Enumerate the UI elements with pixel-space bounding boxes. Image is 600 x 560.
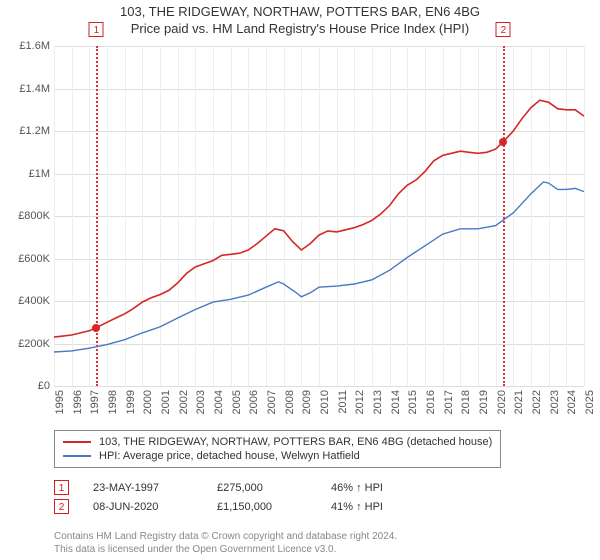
y-tick-label: £200K bbox=[0, 338, 50, 350]
x-tick-label: 2007 bbox=[266, 390, 278, 414]
x-tick-label: 2015 bbox=[407, 390, 419, 414]
legend-label: HPI: Average price, detached house, Welw… bbox=[99, 450, 360, 462]
x-tick-label: 2022 bbox=[531, 390, 543, 414]
y-tick-label: £1.4M bbox=[0, 83, 50, 95]
x-tick-label: 1996 bbox=[72, 390, 84, 414]
transaction-pct: 41% ↑ HPI bbox=[331, 501, 431, 513]
transaction-table: 1 23-MAY-1997 £275,000 46% ↑ HPI 2 08-JUN-202… bbox=[54, 478, 431, 516]
y-tick-label: £400K bbox=[0, 295, 50, 307]
transaction-row: 1 23-MAY-1997 £275,000 46% ↑ HPI bbox=[54, 478, 431, 497]
x-tick-label: 2001 bbox=[160, 390, 172, 414]
y-tick-label: £0 bbox=[0, 380, 50, 392]
legend-row: HPI: Average price, detached house, Welw… bbox=[63, 449, 492, 463]
x-tick-label: 2017 bbox=[443, 390, 455, 414]
x-tick-label: 2002 bbox=[178, 390, 190, 414]
x-tick-label: 2008 bbox=[284, 390, 296, 414]
x-tick-label: 2020 bbox=[496, 390, 508, 414]
x-tick-label: 2006 bbox=[248, 390, 260, 414]
x-tick-label: 2004 bbox=[213, 390, 225, 414]
x-tick-label: 1999 bbox=[125, 390, 137, 414]
transaction-date: 23-MAY-1997 bbox=[93, 482, 193, 494]
plot-area: £0£200K£400K£600K£800K£1M£1.2M£1.4M£1.6M… bbox=[54, 46, 584, 386]
footer-attribution: Contains HM Land Registry data © Crown c… bbox=[54, 530, 397, 556]
x-tick-label: 1998 bbox=[107, 390, 119, 414]
x-tick-label: 1995 bbox=[54, 390, 66, 414]
legend: 103, THE RIDGEWAY, NORTHAW, POTTERS BAR,… bbox=[54, 430, 501, 468]
y-tick-label: £1M bbox=[0, 168, 50, 180]
transaction-pct: 46% ↑ HPI bbox=[331, 482, 431, 494]
transaction-price: £275,000 bbox=[217, 482, 307, 494]
x-tick-label: 2003 bbox=[195, 390, 207, 414]
x-tick-label: 2013 bbox=[372, 390, 384, 414]
x-tick-label: 2005 bbox=[231, 390, 243, 414]
footer-line-1: Contains HM Land Registry data © Crown c… bbox=[54, 530, 397, 543]
x-tick-label: 2025 bbox=[584, 390, 596, 414]
transaction-date: 08-JUN-2020 bbox=[93, 501, 193, 513]
x-tick-label: 2023 bbox=[549, 390, 561, 414]
x-tick-label: 2021 bbox=[513, 390, 525, 414]
event-badge-1: 1 bbox=[89, 22, 104, 37]
x-tick-label: 2010 bbox=[319, 390, 331, 414]
x-tick-label: 1997 bbox=[89, 390, 101, 414]
y-tick-label: £1.2M bbox=[0, 125, 50, 137]
series-hpi bbox=[54, 182, 584, 352]
y-tick-label: £800K bbox=[0, 210, 50, 222]
x-tick-label: 2018 bbox=[460, 390, 472, 414]
x-tick-label: 2000 bbox=[142, 390, 154, 414]
x-tick-label: 2011 bbox=[337, 390, 349, 414]
gridline-v bbox=[584, 46, 585, 386]
transaction-price: £1,150,000 bbox=[217, 501, 307, 513]
legend-label: 103, THE RIDGEWAY, NORTHAW, POTTERS BAR,… bbox=[99, 436, 492, 448]
chart-title: 103, THE RIDGEWAY, NORTHAW, POTTERS BAR,… bbox=[0, 4, 600, 19]
x-tick-label: 2024 bbox=[566, 390, 578, 414]
footer-line-2: This data is licensed under the Open Gov… bbox=[54, 543, 397, 556]
transaction-badge: 1 bbox=[54, 480, 69, 495]
x-tick-label: 2012 bbox=[354, 390, 366, 414]
y-tick-label: £600K bbox=[0, 253, 50, 265]
gridline-h bbox=[54, 386, 584, 387]
chart-container: 103, THE RIDGEWAY, NORTHAW, POTTERS BAR,… bbox=[0, 0, 600, 560]
line-layer bbox=[54, 46, 584, 386]
x-tick-label: 2009 bbox=[301, 390, 313, 414]
transaction-badge: 2 bbox=[54, 499, 69, 514]
x-tick-label: 2019 bbox=[478, 390, 490, 414]
legend-swatch bbox=[63, 441, 91, 443]
legend-swatch bbox=[63, 455, 91, 457]
x-tick-label: 2014 bbox=[390, 390, 402, 414]
transaction-row: 2 08-JUN-2020 £1,150,000 41% ↑ HPI bbox=[54, 497, 431, 516]
x-tick-label: 2016 bbox=[425, 390, 437, 414]
y-tick-label: £1.6M bbox=[0, 40, 50, 52]
legend-row: 103, THE RIDGEWAY, NORTHAW, POTTERS BAR,… bbox=[63, 435, 492, 449]
event-badge-2: 2 bbox=[496, 22, 511, 37]
